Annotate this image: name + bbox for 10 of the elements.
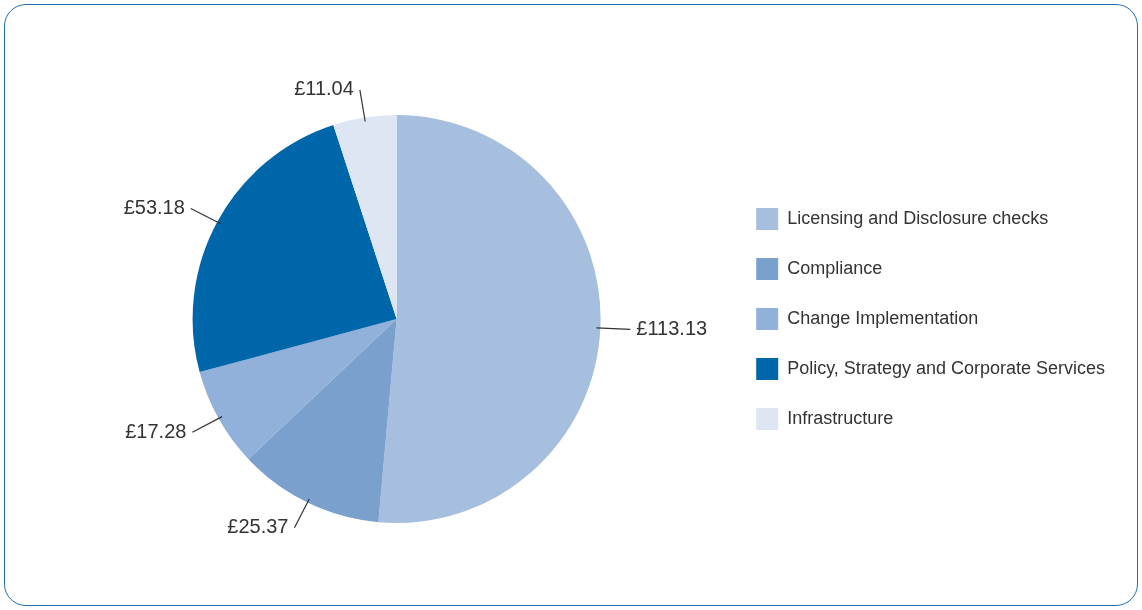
data-label: £17.28 (125, 419, 187, 442)
data-label: £25.37 (227, 515, 289, 538)
legend-label: Compliance (787, 257, 883, 278)
legend-label: Infrastructure (787, 407, 894, 428)
legend-label: Licensing and Disclosure checks (787, 207, 1049, 228)
data-label: £53.18 (123, 196, 185, 219)
data-label: £11.04 (294, 77, 354, 100)
data-label: £113.13 (636, 316, 708, 339)
legend-label: Change Implementation (787, 307, 979, 328)
legend-label: Policy, Strategy and Corporate Services (787, 357, 1105, 378)
